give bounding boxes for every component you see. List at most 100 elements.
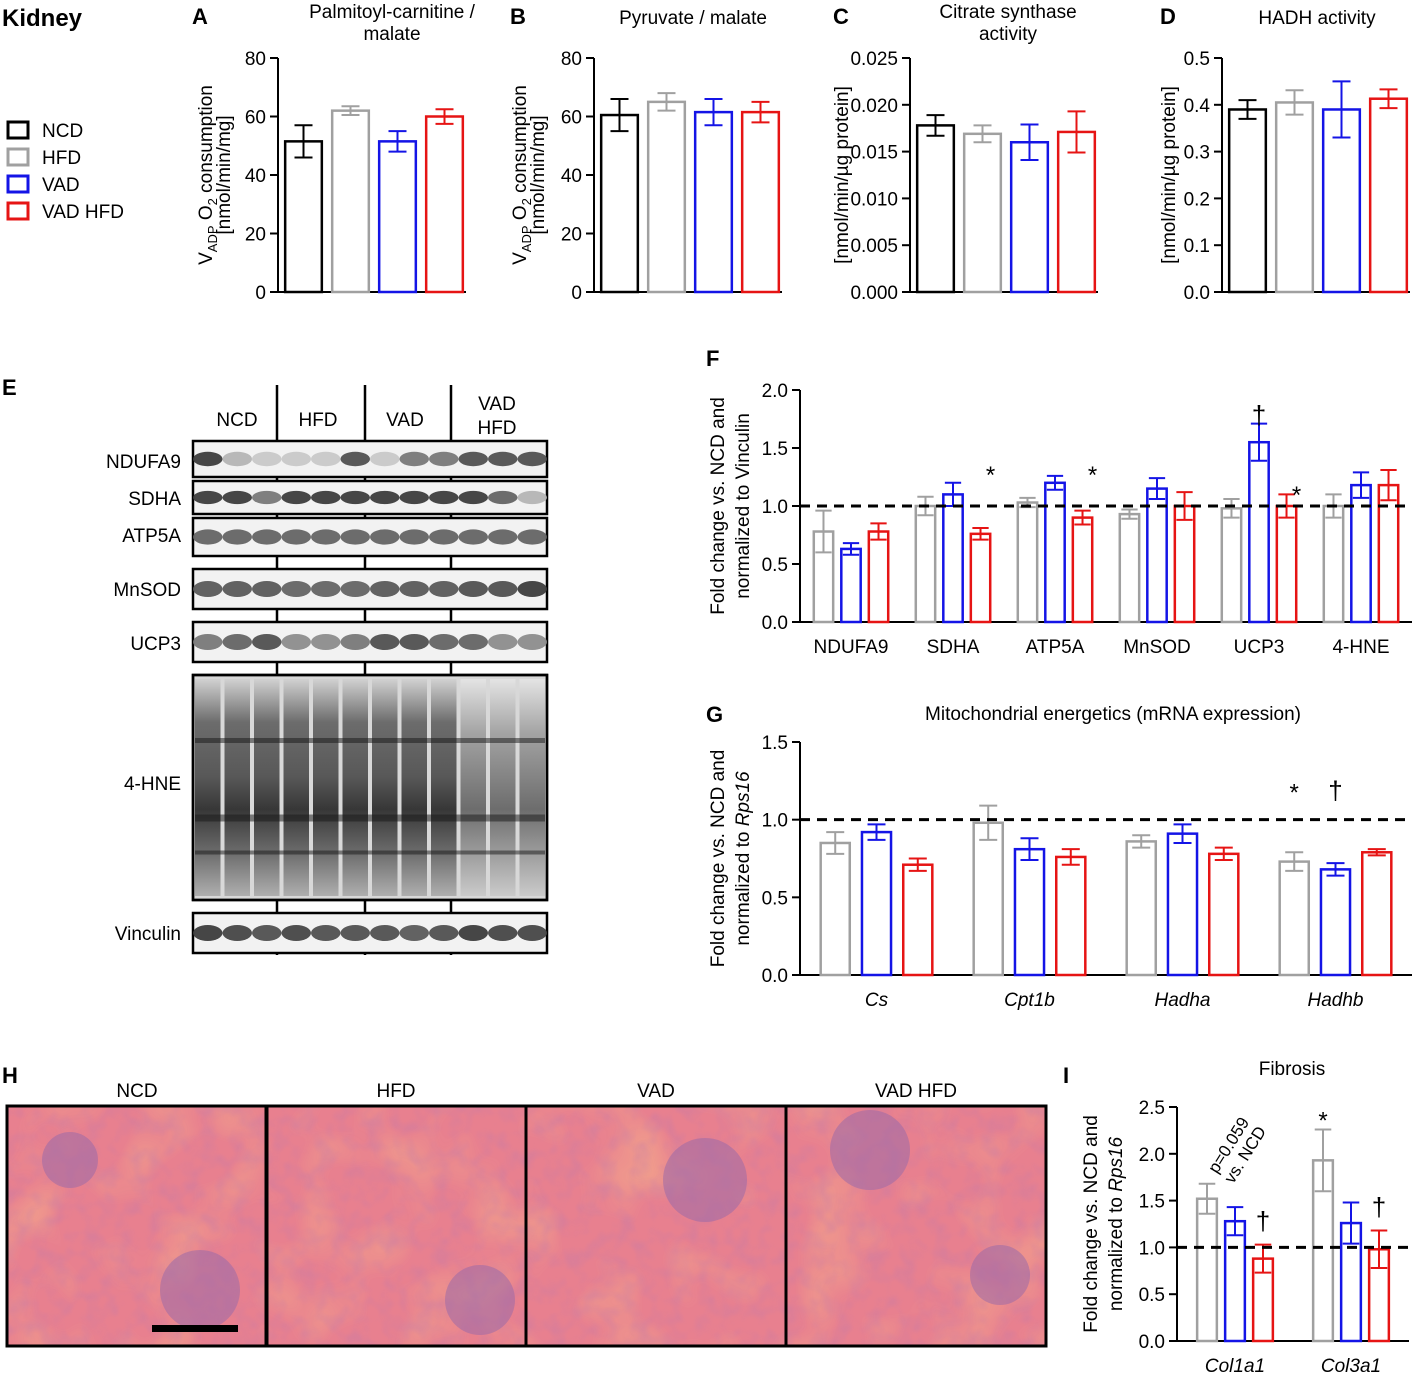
bar <box>330 109 371 294</box>
bar <box>646 100 687 294</box>
bar <box>969 532 992 624</box>
y-axis-label: normalized to Rps16 <box>1106 1136 1127 1311</box>
bar <box>377 140 418 294</box>
blot-band <box>281 451 311 467</box>
blot-band <box>193 451 223 467</box>
blot-band <box>340 529 370 545</box>
y-tick-label: 1.0 <box>762 811 788 832</box>
blot-band <box>281 529 311 545</box>
blot-smear-band <box>195 814 545 822</box>
histology-nuclei <box>526 1106 786 1346</box>
blot-row-label: Vinculin <box>115 924 181 945</box>
significance-mark: † <box>1328 775 1342 805</box>
bar <box>1166 832 1199 977</box>
y-tick-label: 0.0 <box>762 966 788 987</box>
blot-band <box>488 925 518 941</box>
panel-letter: F <box>706 346 719 371</box>
bar <box>1013 847 1046 977</box>
blot-band <box>429 451 459 467</box>
blot-smear-lane <box>313 679 339 896</box>
legend-swatch <box>6 174 30 194</box>
bar <box>860 830 893 977</box>
blot-band <box>311 529 341 545</box>
histology-border <box>784 1104 1048 1348</box>
bar <box>962 132 1003 294</box>
panel-letter-h: H <box>2 1063 18 1088</box>
bar <box>901 863 934 977</box>
y-tick-label: 0.4 <box>1184 96 1211 117</box>
significance-mark: * <box>1292 482 1301 509</box>
blot-group-vad-hfd-line1: VAD <box>478 394 516 415</box>
y-tick-label: 2.0 <box>1139 1145 1165 1166</box>
blot-band <box>488 451 518 467</box>
x-tick-label: NDUFA9 <box>814 637 889 658</box>
blot-band <box>340 925 370 941</box>
blot-smear-lane <box>490 679 516 896</box>
blot-band <box>252 451 282 467</box>
bar <box>915 124 956 294</box>
blot-smear-band <box>195 850 545 855</box>
histology-panel: H NCD HFD VAD VAD HFD <box>2 1063 1048 1348</box>
histo-label-hfd: HFD <box>376 1081 415 1102</box>
y-tick-label: 20 <box>245 225 266 246</box>
histo-label-vad-hfd: VAD HFD <box>875 1081 957 1102</box>
blot-band <box>252 634 282 650</box>
blot-band <box>370 490 400 505</box>
blot-band <box>399 451 429 467</box>
x-tick-label: Hadha <box>1155 990 1211 1011</box>
blot-band <box>429 529 459 545</box>
chart-title: Fibrosis <box>1259 1059 1326 1080</box>
y-tick-label: 60 <box>561 108 582 129</box>
y-axis-label: normalized to Vinculin <box>733 413 754 599</box>
blot-band <box>311 490 341 505</box>
blot-group-vad-hfd-line2: HFD <box>477 418 516 439</box>
panel-letter: D <box>1160 4 1176 29</box>
blot-band <box>193 490 223 505</box>
blot-band <box>399 634 429 650</box>
blot-group-vad: VAD <box>386 410 424 431</box>
scale-bar <box>152 1325 238 1332</box>
blot-band <box>370 451 400 467</box>
blot-band <box>458 529 488 545</box>
y-tick-label: 0.015 <box>850 143 898 164</box>
y-tick-label: 0.5 <box>762 888 788 909</box>
chart-title: Pyruvate / malate <box>619 8 767 29</box>
blot-band <box>340 581 370 597</box>
chart-a-palmitoyl-carnitine: A Palmitoyl-carnitine /malate 0 20 40 60 80 VAD… <box>192 2 476 304</box>
blot-band <box>281 925 311 941</box>
bar <box>1146 487 1168 624</box>
legend: NCD HFD VAD VAD HFD <box>6 120 124 223</box>
x-tick-label: MnSOD <box>1123 637 1191 658</box>
y-tick-label: 0.3 <box>1184 143 1210 164</box>
bar <box>1360 851 1393 977</box>
blot-band <box>340 490 370 505</box>
x-tick-label: SDHA <box>927 637 980 658</box>
y-tick-label: 2.5 <box>1139 1098 1165 1119</box>
y-tick-label: 0.020 <box>850 96 898 117</box>
panel-letter: A <box>192 4 208 29</box>
blot-band <box>340 634 370 650</box>
y-tick-label: 0.000 <box>850 283 898 304</box>
blot-row-label: NDUFA9 <box>106 452 181 473</box>
blot-band <box>458 634 488 650</box>
blot-smear-lane <box>431 679 457 896</box>
histology-images <box>5 1104 1048 1348</box>
blot-smear-lane <box>195 679 221 896</box>
x-tick-label: Col1a1 <box>1205 1356 1265 1377</box>
bar <box>972 821 1005 977</box>
panel-letter: B <box>510 4 526 29</box>
blot-band <box>222 581 252 597</box>
blot-band <box>311 925 341 941</box>
blot-band <box>488 581 518 597</box>
blot-band <box>252 925 282 941</box>
chart-title: Mitochondrial energetics (mRNA expressio… <box>925 704 1301 725</box>
blot-band <box>193 529 223 545</box>
blot-band <box>517 451 547 467</box>
y-axis-label: Fold change vs. NCD and <box>1081 1115 1102 1333</box>
y-axis-label: Fold change vs. NCD and <box>708 750 729 968</box>
blot-smear-lane <box>372 679 398 896</box>
blot-smear-band <box>195 738 545 743</box>
blot-strips <box>191 439 549 955</box>
blot-band <box>340 451 370 467</box>
blot-row-label: SDHA <box>128 489 181 510</box>
